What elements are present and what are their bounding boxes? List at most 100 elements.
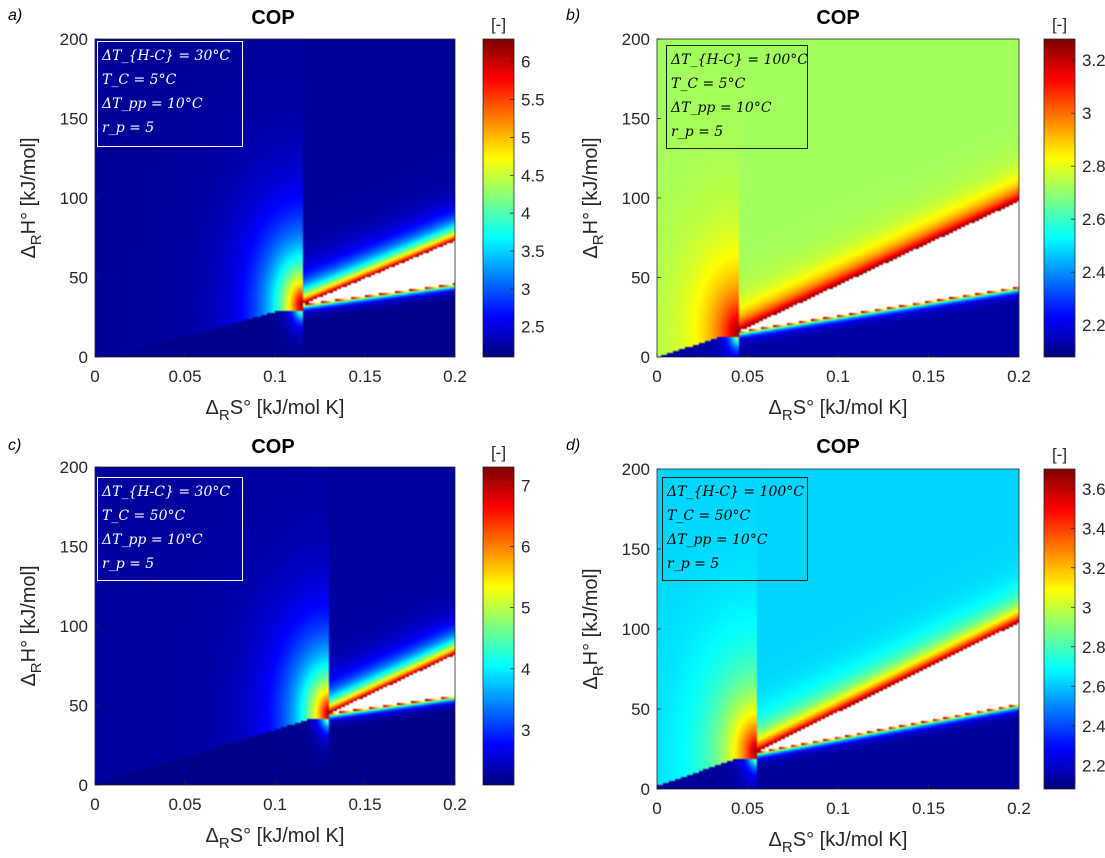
x-tick-label: 0.2 xyxy=(443,795,467,814)
heatmap-a xyxy=(95,39,455,357)
x-axis-label: ΔRS° [kJ/mol K] xyxy=(206,825,345,852)
colorbar-frame xyxy=(1043,38,1076,358)
y-tick-label: 200 xyxy=(622,460,650,479)
chart-title: COP xyxy=(816,7,859,29)
annotation-box-d: ΔT_{H-C} = 100°C T_C = 50°C ΔT_pp = 10°C… xyxy=(662,477,808,581)
annotation-line: T_C = 50°C xyxy=(667,508,751,524)
y-tick-label: 50 xyxy=(69,269,88,288)
colorbar-tick-label: 2.4 xyxy=(1082,717,1105,736)
annotation-box-c: ΔT_{H-C} = 30°C T_C = 50°C ΔT_pp = 10°C … xyxy=(97,477,243,581)
colorbar-tick-label: 4.5 xyxy=(521,166,545,185)
panel-label: a) xyxy=(8,7,22,24)
colorbar-tick-label: 3 xyxy=(521,280,530,299)
x-tick-label: 0.2 xyxy=(1007,367,1031,386)
colorbar-tick-label: 3 xyxy=(521,721,530,740)
x-axis-label: ΔRS° [kJ/mol K] xyxy=(206,397,345,424)
colorbar-tick-label: 5 xyxy=(521,599,530,618)
colorbar-tick-label: 5.5 xyxy=(521,91,545,110)
annotation-line: T_C = 50°C xyxy=(102,508,186,524)
x-tick-label: 0.2 xyxy=(443,367,467,386)
y-axis-label: ΔRH° [kJ/mol] xyxy=(18,565,45,686)
y-tick-label: 150 xyxy=(622,110,650,129)
colorbar-tick-label: 5 xyxy=(521,128,530,147)
y-tick-label: 100 xyxy=(60,189,88,208)
x-tick-label: 0.15 xyxy=(348,795,381,814)
y-tick-label: 50 xyxy=(69,697,88,716)
colorbar-b xyxy=(1044,39,1075,357)
colorbar-tick-label: 2.4 xyxy=(1082,263,1105,282)
x-tick-label: 0.15 xyxy=(912,367,945,386)
y-tick-label: 150 xyxy=(60,538,88,557)
colorbar-tick-label: 4 xyxy=(521,660,530,679)
colorbar-frame xyxy=(1043,468,1076,790)
y-tick-label: 150 xyxy=(60,110,88,129)
colorbar-tick-label: 2.2 xyxy=(1082,756,1105,775)
colorbar-tick-label: 2.8 xyxy=(1082,638,1105,657)
heatmap-d xyxy=(657,469,1019,789)
annotation-line: ΔT_{H-C} = 100°C xyxy=(667,484,804,500)
y-tick-label: 0 xyxy=(641,348,650,367)
y-tick-label: 150 xyxy=(622,540,650,559)
colorbar-tick-label: 2.6 xyxy=(1082,677,1105,696)
colorbar-label: [-] xyxy=(1052,15,1067,34)
chart-title: COP xyxy=(251,436,294,458)
colorbar-tick-label: 2.6 xyxy=(1082,210,1105,229)
y-tick-label: 0 xyxy=(641,780,650,799)
x-tick-label: 0.15 xyxy=(348,367,381,386)
panel-label: d) xyxy=(566,437,580,454)
heatmap-c xyxy=(95,467,455,785)
x-axis-label: ΔRS° [kJ/mol K] xyxy=(769,397,908,424)
colorbar-tick-label: 3.2 xyxy=(1082,559,1105,578)
y-tick-label: 100 xyxy=(60,617,88,636)
annotation-line: r_p = 5 xyxy=(102,120,155,136)
x-tick-label: 0.05 xyxy=(731,799,764,818)
x-tick-label: 0.05 xyxy=(168,367,201,386)
x-tick-label: 0.2 xyxy=(1007,799,1031,818)
colorbar-tick-label: 2.5 xyxy=(521,318,545,337)
panel-label: b) xyxy=(566,7,580,24)
annotation-line: ΔT_pp = 10°C xyxy=(667,532,768,548)
x-tick-label: 0.1 xyxy=(826,367,850,386)
colorbar-tick-label: 2.8 xyxy=(1082,157,1105,176)
annotation-box-b: ΔT_{H-C} = 100°C T_C = 5°C ΔT_pp = 10°C … xyxy=(666,45,808,149)
y-tick-label: 200 xyxy=(60,458,88,477)
colorbar-tick-label: 6 xyxy=(521,53,530,72)
colorbar-tick-label: 3.4 xyxy=(1082,519,1105,538)
annotation-box-a: ΔT_{H-C} = 30°C T_C = 5°C ΔT_pp = 10°C r… xyxy=(97,41,243,147)
colorbar-d xyxy=(1044,469,1075,789)
y-tick-label: 0 xyxy=(79,348,88,367)
x-tick-label: 0 xyxy=(90,795,99,814)
annotation-line: T_C = 5°C xyxy=(102,72,177,88)
colorbar-label: [-] xyxy=(491,443,506,462)
x-tick-label: 0 xyxy=(90,367,99,386)
x-tick-label: 0 xyxy=(652,799,661,818)
colorbar-tick-label: 3 xyxy=(1082,598,1091,617)
y-axis-label: ΔRH° [kJ/mol] xyxy=(18,137,45,258)
annotation-line: ΔT_pp = 10°C xyxy=(102,96,203,112)
annotation-line: ΔT_{H-C} = 30°C xyxy=(102,484,231,500)
y-tick-label: 200 xyxy=(60,30,88,49)
y-axis-label: ΔRH° [kJ/mol] xyxy=(580,568,607,689)
panel-label: c) xyxy=(8,437,21,454)
y-tick-label: 100 xyxy=(622,620,650,639)
x-tick-label: 0.1 xyxy=(263,367,287,386)
y-tick-label: 0 xyxy=(79,776,88,795)
colorbar-label: [-] xyxy=(491,15,506,34)
x-tick-label: 0.15 xyxy=(912,799,945,818)
x-tick-label: 0.1 xyxy=(263,795,287,814)
annotation-line: ΔT_{H-C} = 100°C xyxy=(671,52,808,68)
y-tick-label: 100 xyxy=(622,189,650,208)
colorbar-c xyxy=(483,467,514,785)
colorbar-tick-label: 3 xyxy=(1082,104,1091,123)
y-tick-label: 50 xyxy=(631,269,650,288)
y-axis-label: ΔRH° [kJ/mol] xyxy=(580,137,607,258)
colorbar-tick-label: 3.2 xyxy=(1082,51,1105,70)
annotation-line: r_p = 5 xyxy=(102,556,155,572)
colorbar-tick-label: 2.2 xyxy=(1082,316,1105,335)
colorbar-frame xyxy=(482,38,515,358)
x-axis-label: ΔRS° [kJ/mol K] xyxy=(769,829,908,856)
